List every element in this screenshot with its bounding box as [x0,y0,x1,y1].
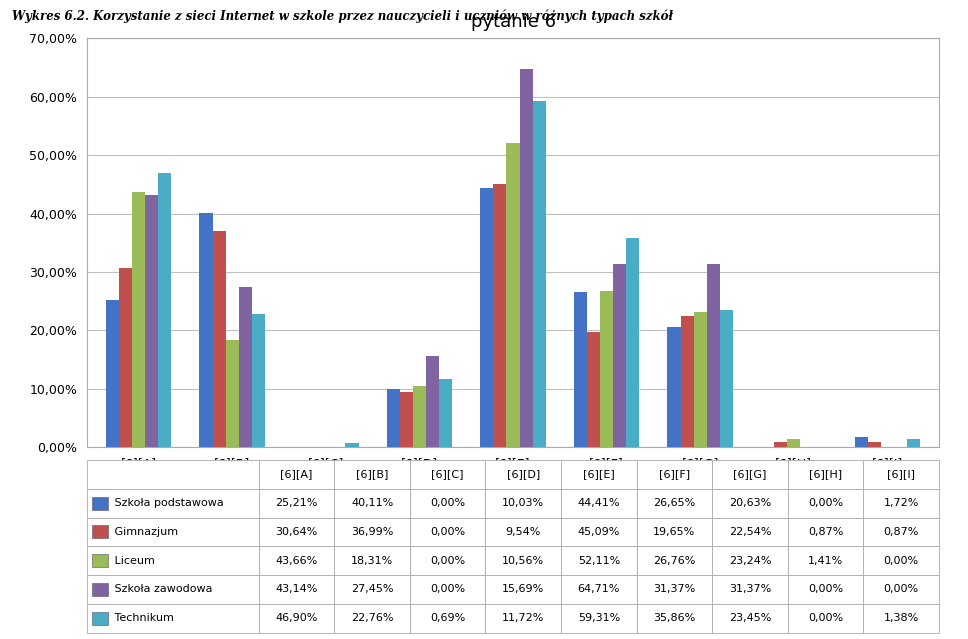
Bar [252,314,265,447]
Bar [480,188,494,447]
Bar [532,101,546,447]
Bar [239,287,252,447]
Bar [506,143,520,447]
Bar [681,316,694,447]
Bar [413,385,426,447]
Bar [520,69,532,447]
Bar [613,264,626,447]
Bar [868,442,881,447]
Bar [694,312,707,447]
Bar [494,184,506,447]
Bar [199,213,213,447]
Bar [119,268,132,447]
Bar [907,439,921,447]
Bar [158,173,171,447]
Bar [346,443,358,447]
Bar [707,264,720,447]
Bar [386,389,400,447]
Bar [106,300,119,447]
Bar [426,356,439,447]
Bar [720,311,733,447]
Bar [787,439,801,447]
Bar [587,332,600,447]
Bar [226,341,239,447]
Title: pytanie 6: pytanie 6 [470,13,556,31]
Bar [855,437,868,447]
Bar [145,196,158,447]
Text: Wykres 6.2. Korzystanie z sieci Internet w szkole przez nauczycieli i uczniów w : Wykres 6.2. Korzystanie z sieci Internet… [12,10,673,23]
Bar [132,192,145,447]
Bar [600,291,613,447]
Bar [774,442,787,447]
Bar [213,231,226,447]
Bar [668,327,681,447]
Bar [574,291,587,447]
Bar [626,238,640,447]
Bar [400,392,413,447]
Bar [439,379,452,447]
